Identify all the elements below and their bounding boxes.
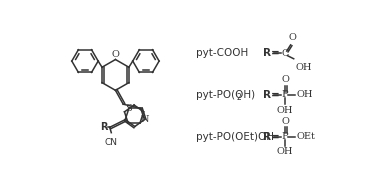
Text: O: O (281, 117, 289, 126)
Text: O: O (281, 75, 289, 84)
Text: R=: R= (263, 90, 279, 100)
Text: R: R (100, 121, 107, 132)
Text: S: S (125, 104, 132, 113)
Text: 2: 2 (236, 93, 241, 102)
Text: pyt-PO(OEt)OH: pyt-PO(OEt)OH (196, 132, 274, 142)
Text: R=: R= (263, 132, 279, 142)
Text: CN: CN (105, 138, 118, 147)
Text: P: P (282, 132, 288, 141)
Text: P: P (282, 90, 288, 99)
Text: C: C (282, 49, 289, 58)
Text: pyt-COOH: pyt-COOH (196, 48, 248, 58)
Text: OH: OH (295, 63, 312, 72)
Text: R=: R= (263, 48, 279, 58)
Text: OH: OH (296, 90, 313, 99)
Text: N: N (141, 115, 149, 124)
Text: OH: OH (277, 106, 293, 115)
Text: O: O (288, 33, 296, 42)
Text: OEt: OEt (296, 132, 315, 141)
Text: OH: OH (277, 147, 293, 156)
Text: O: O (112, 50, 119, 59)
Text: pyt-PO(OH): pyt-PO(OH) (196, 90, 255, 100)
